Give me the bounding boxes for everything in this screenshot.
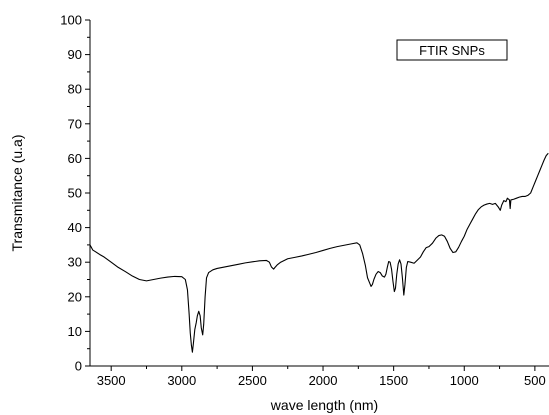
y-axis-title: Transmitance (u.a) xyxy=(9,135,25,252)
y-tick-label: 30 xyxy=(68,255,82,270)
y-tick-label: 10 xyxy=(68,324,82,339)
y-tick-label: 100 xyxy=(60,13,82,28)
legend: FTIR SNPs xyxy=(396,39,508,61)
x-tick-label: 1500 xyxy=(379,373,408,388)
legend-entry-ftir-snps: FTIR SNPs xyxy=(419,43,485,58)
legend-box xyxy=(396,39,508,61)
y-tick-label: 80 xyxy=(68,82,82,97)
x-tick-label: 2500 xyxy=(238,373,267,388)
x-axis-ticks: 3500 3000 2500 2000 1500 1000 500 xyxy=(97,366,546,388)
x-axis-title: wave length (nm) xyxy=(270,397,378,413)
y-tick-label: 0 xyxy=(75,359,82,374)
x-tick-label: 2000 xyxy=(309,373,338,388)
y-tick-label: 40 xyxy=(68,220,82,235)
y-tick-label: 20 xyxy=(68,289,82,304)
x-tick-label: 3000 xyxy=(167,373,196,388)
x-tick-label: 3500 xyxy=(97,373,126,388)
y-tick-label: 70 xyxy=(68,116,82,131)
y-axis-ticks: 0 10 20 30 40 50 60 70 80 90 100 xyxy=(60,13,90,374)
x-tick-label: 500 xyxy=(524,373,546,388)
x-tick-label: 1000 xyxy=(450,373,479,388)
y-tick-label: 50 xyxy=(68,186,82,201)
series-line-ftir-snps xyxy=(89,152,549,353)
y-tick-label: 60 xyxy=(68,151,82,166)
y-tick-label: 90 xyxy=(68,47,82,62)
